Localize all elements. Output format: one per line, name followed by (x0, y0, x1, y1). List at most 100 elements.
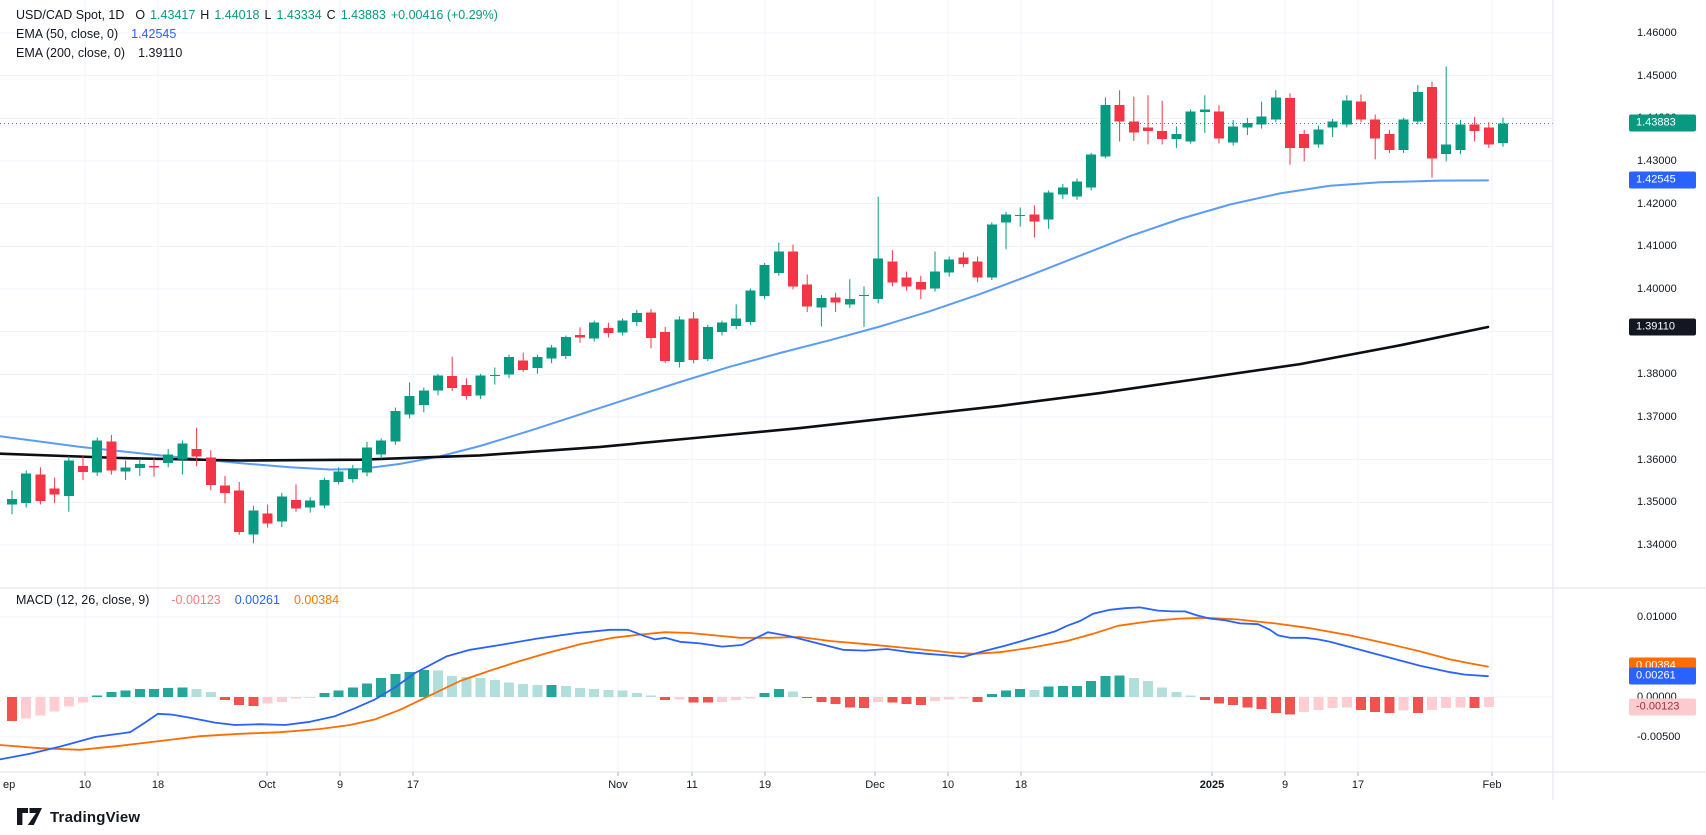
candle (433, 375, 443, 391)
candle (859, 295, 869, 296)
macd-histogram-bar (347, 687, 358, 697)
candle (1114, 105, 1125, 122)
candle (915, 282, 926, 290)
macd-histogram-bar (986, 693, 997, 697)
candle (21, 473, 32, 504)
ema200-label: EMA (200, close, 0) (16, 46, 126, 60)
macd-histogram-bar (1327, 697, 1338, 709)
candle (1256, 116, 1267, 125)
ema50-line (0, 179, 1489, 471)
candle (773, 251, 784, 273)
candle (972, 261, 983, 278)
macd-histogram-bar (1100, 676, 1111, 697)
candle (759, 265, 770, 296)
tradingview-logo-text: TradingView (50, 808, 141, 826)
candle (205, 457, 216, 486)
candle (35, 474, 46, 502)
macd-histogram-bar (788, 691, 798, 697)
ema200-value: 1.39110 (138, 46, 183, 60)
macd-histogram-bar (220, 697, 230, 701)
macd-histogram-bar (731, 697, 742, 701)
macd-histogram-bar (504, 682, 514, 697)
ema200-legend-row[interactable]: EMA (200, close, 0) 1.39110 (16, 44, 498, 63)
macd-histogram-bar (1143, 681, 1153, 697)
candle (149, 466, 159, 468)
macd-histogram-bar (234, 697, 245, 705)
ema50-badge: 1.42545 (1629, 171, 1696, 189)
symbol-title[interactable]: USD/CAD Spot, 1D (16, 8, 125, 22)
candle (404, 396, 415, 415)
ema50-value: 1.42545 (131, 27, 177, 41)
candle (1100, 105, 1111, 157)
macd-histogram-bar (1114, 675, 1125, 697)
grid-layer (0, 0, 1553, 772)
tradingview-logo[interactable]: TradingView (16, 806, 140, 828)
macd-histogram-bar (1086, 681, 1097, 697)
macd-histogram-bar (1469, 697, 1480, 709)
macd-histogram-bar (489, 680, 500, 697)
low-value: 1.43334 (276, 8, 322, 22)
candle (1469, 124, 1480, 132)
candle (617, 320, 628, 333)
macd-histogram-bar (1072, 685, 1082, 697)
candle (901, 277, 912, 287)
time-tick-label: 18 (1014, 779, 1028, 791)
macd-histogram-bar (319, 693, 330, 697)
time-tick-label: 9 (1281, 779, 1289, 791)
candle (1384, 134, 1395, 150)
macd-histogram-bar (305, 697, 316, 698)
macd-histogram-bar (1441, 697, 1452, 709)
time-tick-label: 17 (1351, 779, 1365, 791)
ema50-legend-row[interactable]: EMA (50, close, 0) 1.42545 (16, 25, 498, 44)
candle (49, 488, 60, 495)
time-tick-label: ep (3, 779, 16, 791)
candle (489, 374, 500, 377)
macd-histogram-bar (631, 693, 642, 697)
candle (788, 251, 798, 287)
time-tick-label: 9 (336, 779, 344, 791)
candle (1015, 215, 1026, 217)
candle (1498, 123, 1508, 144)
macd-label: MACD (12, 26, close, 9) (16, 593, 150, 607)
price-legend: USD/CAD Spot, 1D O 1.43417 H 1.44018 L 1.43… (16, 6, 498, 63)
candle (220, 485, 230, 493)
macd-histogram-bar (404, 672, 415, 697)
macd-histogram-bar (518, 684, 529, 697)
macd-histogram-bar (1270, 697, 1281, 713)
macd-histogram-bar (106, 692, 117, 697)
candle (1199, 109, 1210, 112)
candle (7, 498, 17, 505)
candle (461, 385, 472, 397)
macd-histogram-bar (376, 677, 387, 697)
separators-layer (0, 0, 1706, 800)
candle (504, 356, 514, 375)
macd-histogram-bar (1185, 695, 1196, 697)
macd-histogram-bar (688, 697, 699, 703)
candle (1072, 181, 1082, 197)
candle (63, 460, 74, 496)
macd-histogram-bar (589, 689, 600, 697)
macd-lines-layer (0, 606, 1489, 761)
time-tick-label: 11 (686, 779, 698, 791)
symbol-legend-row[interactable]: USD/CAD Spot, 1D O 1.43417 H 1.44018 L 1.43… (16, 6, 498, 25)
candle (887, 261, 898, 283)
macd-histogram-bar (1228, 697, 1239, 705)
candle (546, 347, 557, 359)
macd-legend-row[interactable]: MACD (12, 26, close, 9) -0.00123 0.00261… (16, 593, 339, 607)
macd-histogram-bar (163, 688, 174, 697)
macd-histogram-bar (1356, 697, 1366, 710)
candle (1157, 131, 1168, 140)
candle (646, 312, 656, 339)
close-label: C (326, 8, 336, 22)
macd-histogram-bar (702, 697, 713, 703)
candle (78, 466, 88, 473)
candles-layer (7, 66, 1508, 544)
macd-histogram-bar (1029, 689, 1040, 697)
macd-histogram-bar (63, 697, 74, 707)
macd-histogram-bar (475, 677, 486, 697)
candle (1185, 111, 1196, 142)
candle (1043, 192, 1054, 220)
macd-histogram-bar (1427, 697, 1437, 710)
candle (518, 360, 529, 371)
